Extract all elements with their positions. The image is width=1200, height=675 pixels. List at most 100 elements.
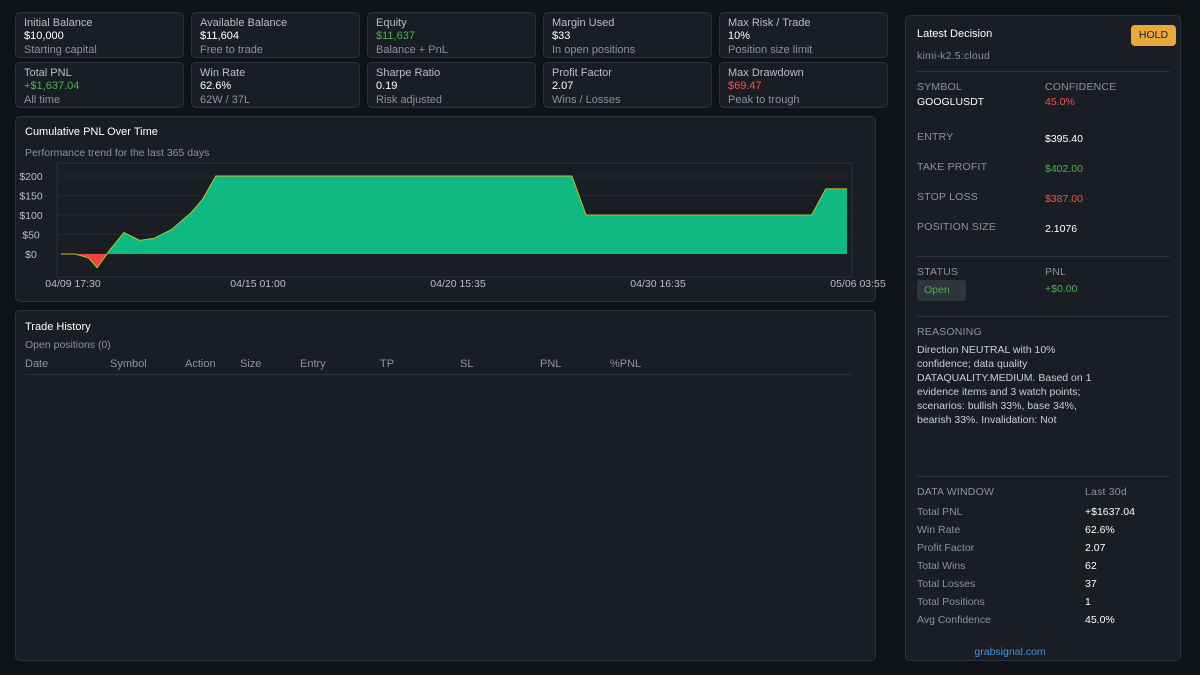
trade-history-panel: Trade History Open positions (0) Date Sym… <box>15 310 876 661</box>
data-window-label: DATA WINDOW <box>917 486 995 498</box>
data-window-row-total-positions: Total Positions 1 <box>917 596 1157 610</box>
data-window-row-total-pnl: Total PNL +$1637.04 <box>917 506 1157 520</box>
data-window-row-total-losses: Total Losses 37 <box>917 578 1157 592</box>
stat-value: $11,637 <box>376 30 415 42</box>
x-tick-label: 04/09 17:30 <box>45 278 101 290</box>
column-header-tp[interactable]: TP <box>380 358 395 370</box>
reasoning-line: DATAQUALITY.MEDIUM. Based on 1 <box>917 372 1092 384</box>
stat-card-equity: Equity $11,637 Balance + PnL <box>367 12 536 58</box>
stop-loss-value: $387.00 <box>1045 193 1083 205</box>
stat-subtext: Position size limit <box>728 44 813 56</box>
status-badge-label: Open <box>924 284 950 296</box>
symbol-label: SYMBOL <box>917 81 962 93</box>
column-header-date[interactable]: Date <box>25 358 49 370</box>
divider <box>916 71 1170 72</box>
column-header-symbol[interactable]: Symbol <box>110 358 147 370</box>
data-window-key: Avg Confidence <box>917 614 991 626</box>
stat-label: Initial Balance <box>24 17 93 29</box>
stat-subtext: 62W / 37L <box>200 94 251 106</box>
divider <box>916 256 1170 257</box>
entry-value: $395.40 <box>1045 133 1083 145</box>
x-tick-label: 04/30 16:35 <box>630 278 686 290</box>
stat-subtext: Starting capital <box>24 44 97 56</box>
x-tick-label: 04/15 01:00 <box>230 278 286 290</box>
reasoning-line: confidence; data quality <box>917 358 1028 370</box>
confidence-value: 45.0% <box>1045 96 1075 108</box>
column-header-sl[interactable]: SL <box>460 358 474 370</box>
stat-card-max-drawdown: Max Drawdown $69.47 Peak to trough <box>719 62 888 108</box>
data-window-key: Total PNL <box>917 506 963 518</box>
stat-label: Win Rate <box>200 67 246 79</box>
stat-value: $10,000 <box>24 30 64 42</box>
divider <box>916 316 1170 317</box>
stat-card-sharpe-ratio: Sharpe Ratio 0.19 Risk adjusted <box>367 62 536 108</box>
reasoning-line: evidence items and 3 watch points; <box>917 386 1081 398</box>
data-window-row-avg-confidence: Avg Confidence 45.0% <box>917 614 1157 628</box>
pnl-chart-panel: Cumulative PNL Over Time Performance tre… <box>15 116 886 302</box>
stat-value: 2.07 <box>552 80 574 92</box>
table-header-divider <box>25 374 851 375</box>
status-label: STATUS <box>917 266 959 278</box>
reasoning-line: bearish 33%. Invalidation: Not <box>917 414 1057 426</box>
pnl-chart: $0 $50 $100 $150 $200 04/09 17:30 04/15 01:00 0… <box>19 162 886 290</box>
stat-subtext: All time <box>24 94 61 106</box>
data-window-key: Total Losses <box>917 578 976 590</box>
footer-link[interactable]: grabsignal.com <box>974 646 1046 658</box>
y-tick-label: $50 <box>22 230 40 242</box>
stat-subtext: Peak to trough <box>728 94 800 106</box>
latest-decision-panel: Latest Decision HOLD kimi-k2.5:cloud SYM… <box>905 15 1181 661</box>
column-header-pnl[interactable]: %PNL <box>610 358 642 370</box>
stat-label: Max Drawdown <box>728 67 804 79</box>
take-profit-label: TAKE PROFIT <box>917 161 988 173</box>
column-header-pnl[interactable]: PNL <box>540 358 562 370</box>
stat-value: 62.6% <box>200 80 232 92</box>
hold-badge: HOLD <box>1131 25 1176 46</box>
stat-label: Sharpe Ratio <box>376 67 441 79</box>
stat-value: +$1,637.04 <box>24 80 80 92</box>
plot-frame <box>56 162 853 278</box>
reasoning-label: REASONING <box>917 326 982 338</box>
hold-badge-label: HOLD <box>1138 29 1169 41</box>
stat-label: Margin Used <box>552 17 615 29</box>
data-window-value: +$1637.04 <box>1085 506 1135 518</box>
data-window-key: Win Rate <box>917 524 961 536</box>
data-window-range: Last 30d <box>1085 486 1127 498</box>
decision-title: Latest Decision <box>917 28 993 40</box>
stat-label: Available Balance <box>200 17 288 29</box>
data-window-value: 62 <box>1085 560 1097 572</box>
model-name: kimi-k2.5:cloud <box>917 50 991 62</box>
reasoning-line: Direction NEUTRAL with 10% <box>917 344 1056 356</box>
chart-subtitle: Performance trend for the last 365 days <box>25 147 210 159</box>
data-window-key: Total Positions <box>917 596 985 608</box>
stat-value: $69.47 <box>728 80 762 92</box>
stat-value: $33 <box>552 30 571 42</box>
pnl-value: +$0.00 <box>1045 283 1078 295</box>
reasoning-line: scenarios: bullish 33%, base 34%, <box>917 400 1077 412</box>
symbol-value: GOOGLUSDT <box>917 96 985 108</box>
stat-value: 0.19 <box>376 80 398 92</box>
column-header-size[interactable]: Size <box>240 358 262 370</box>
data-window-value: 62.6% <box>1085 524 1115 536</box>
pnl-area-negative <box>61 254 847 268</box>
x-tick-label: 05/06 03:55 <box>830 278 886 290</box>
stat-subtext: Wins / Losses <box>552 94 621 106</box>
stat-card-max-risk-trade: Max Risk / Trade 10% Position size limit <box>719 12 888 58</box>
stat-value: $11,604 <box>200 30 239 42</box>
pnl-line <box>61 175 847 269</box>
stat-subtext: Balance + PnL <box>376 44 448 56</box>
stat-label: Total PNL <box>24 67 72 79</box>
x-tick-label: 04/20 15:35 <box>430 278 486 290</box>
stat-subtext: Risk adjusted <box>376 94 443 106</box>
column-header-action[interactable]: Action <box>185 358 216 370</box>
stat-subtext: In open positions <box>552 44 636 56</box>
position-size-value: 2.1076 <box>1045 223 1078 235</box>
stat-subtext: Free to trade <box>200 44 263 56</box>
chart-title: Cumulative PNL Over Time <box>25 126 158 138</box>
data-window-value: 45.0% <box>1085 614 1115 626</box>
column-header-entry[interactable]: Entry <box>300 358 326 370</box>
stat-card-margin-used: Margin Used $33 In open positions <box>543 12 712 58</box>
data-window-key: Profit Factor <box>917 542 975 554</box>
stat-card-total-pnl: Total PNL +$1,637.04 All time <box>15 62 184 108</box>
y-tick-label: $150 <box>19 191 43 203</box>
confidence-label: CONFIDENCE <box>1045 81 1117 93</box>
